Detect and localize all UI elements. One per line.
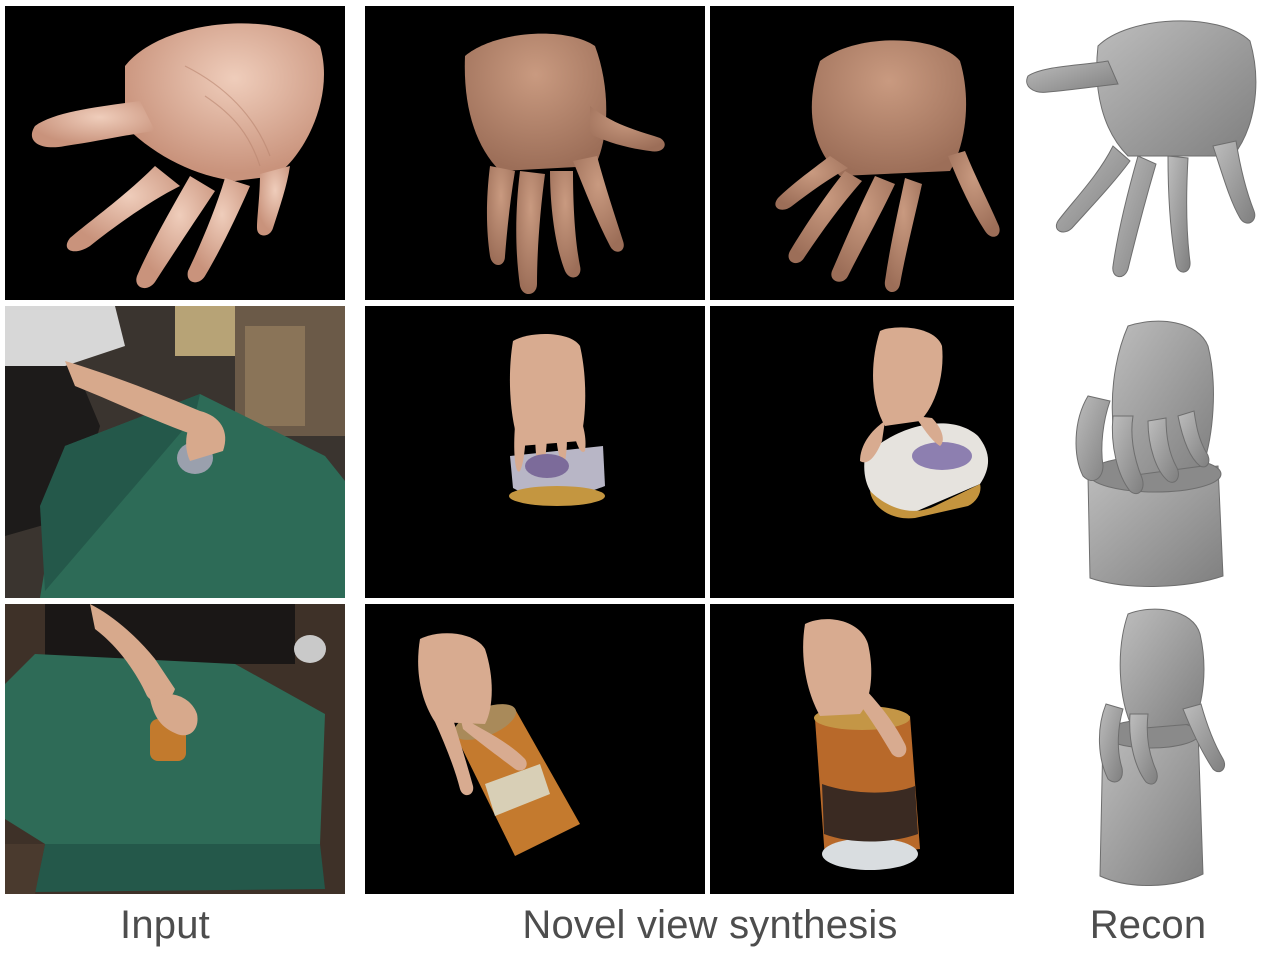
hand-back-view-illustration — [464, 33, 665, 295]
hand-grasping-tall-can-scene — [5, 604, 345, 894]
hand-mesh-illustration — [1026, 20, 1257, 277]
novel-view-1-row-2 — [365, 306, 705, 598]
caption-input: Input — [120, 903, 210, 947]
recon-row-2 — [1018, 306, 1268, 598]
input-image-row-3 — [5, 604, 345, 894]
novel-view-1-row-1 — [365, 6, 705, 300]
hand-back-view-alt-illustration — [775, 40, 1000, 292]
novel-view-1-row-3 — [365, 604, 705, 894]
hand-can-view-alt-illustration — [860, 327, 989, 519]
hand-can-mesh-illustration — [1075, 320, 1224, 587]
open-palm-hand-illustration — [31, 23, 324, 289]
recon-row-3 — [1018, 604, 1268, 894]
caption-novel-view-synthesis: Novel view synthesis — [522, 903, 898, 947]
hand-can-view-illustration — [509, 334, 605, 506]
hand-tall-can-mesh-illustration — [1098, 608, 1226, 886]
novel-view-2-row-2 — [710, 306, 1014, 598]
novel-view-2-row-3 — [710, 604, 1014, 894]
hand-tall-can-view-alt-illustration — [803, 619, 920, 870]
recon-row-1 — [1018, 6, 1268, 300]
input-image-row-2 — [5, 306, 345, 598]
hand-tall-can-view-illustration — [418, 633, 580, 856]
hand-grasping-can-scene — [5, 306, 345, 598]
caption-recon: Recon — [1089, 903, 1207, 947]
novel-view-2-row-1 — [710, 6, 1014, 300]
input-image-row-1 — [5, 6, 345, 300]
